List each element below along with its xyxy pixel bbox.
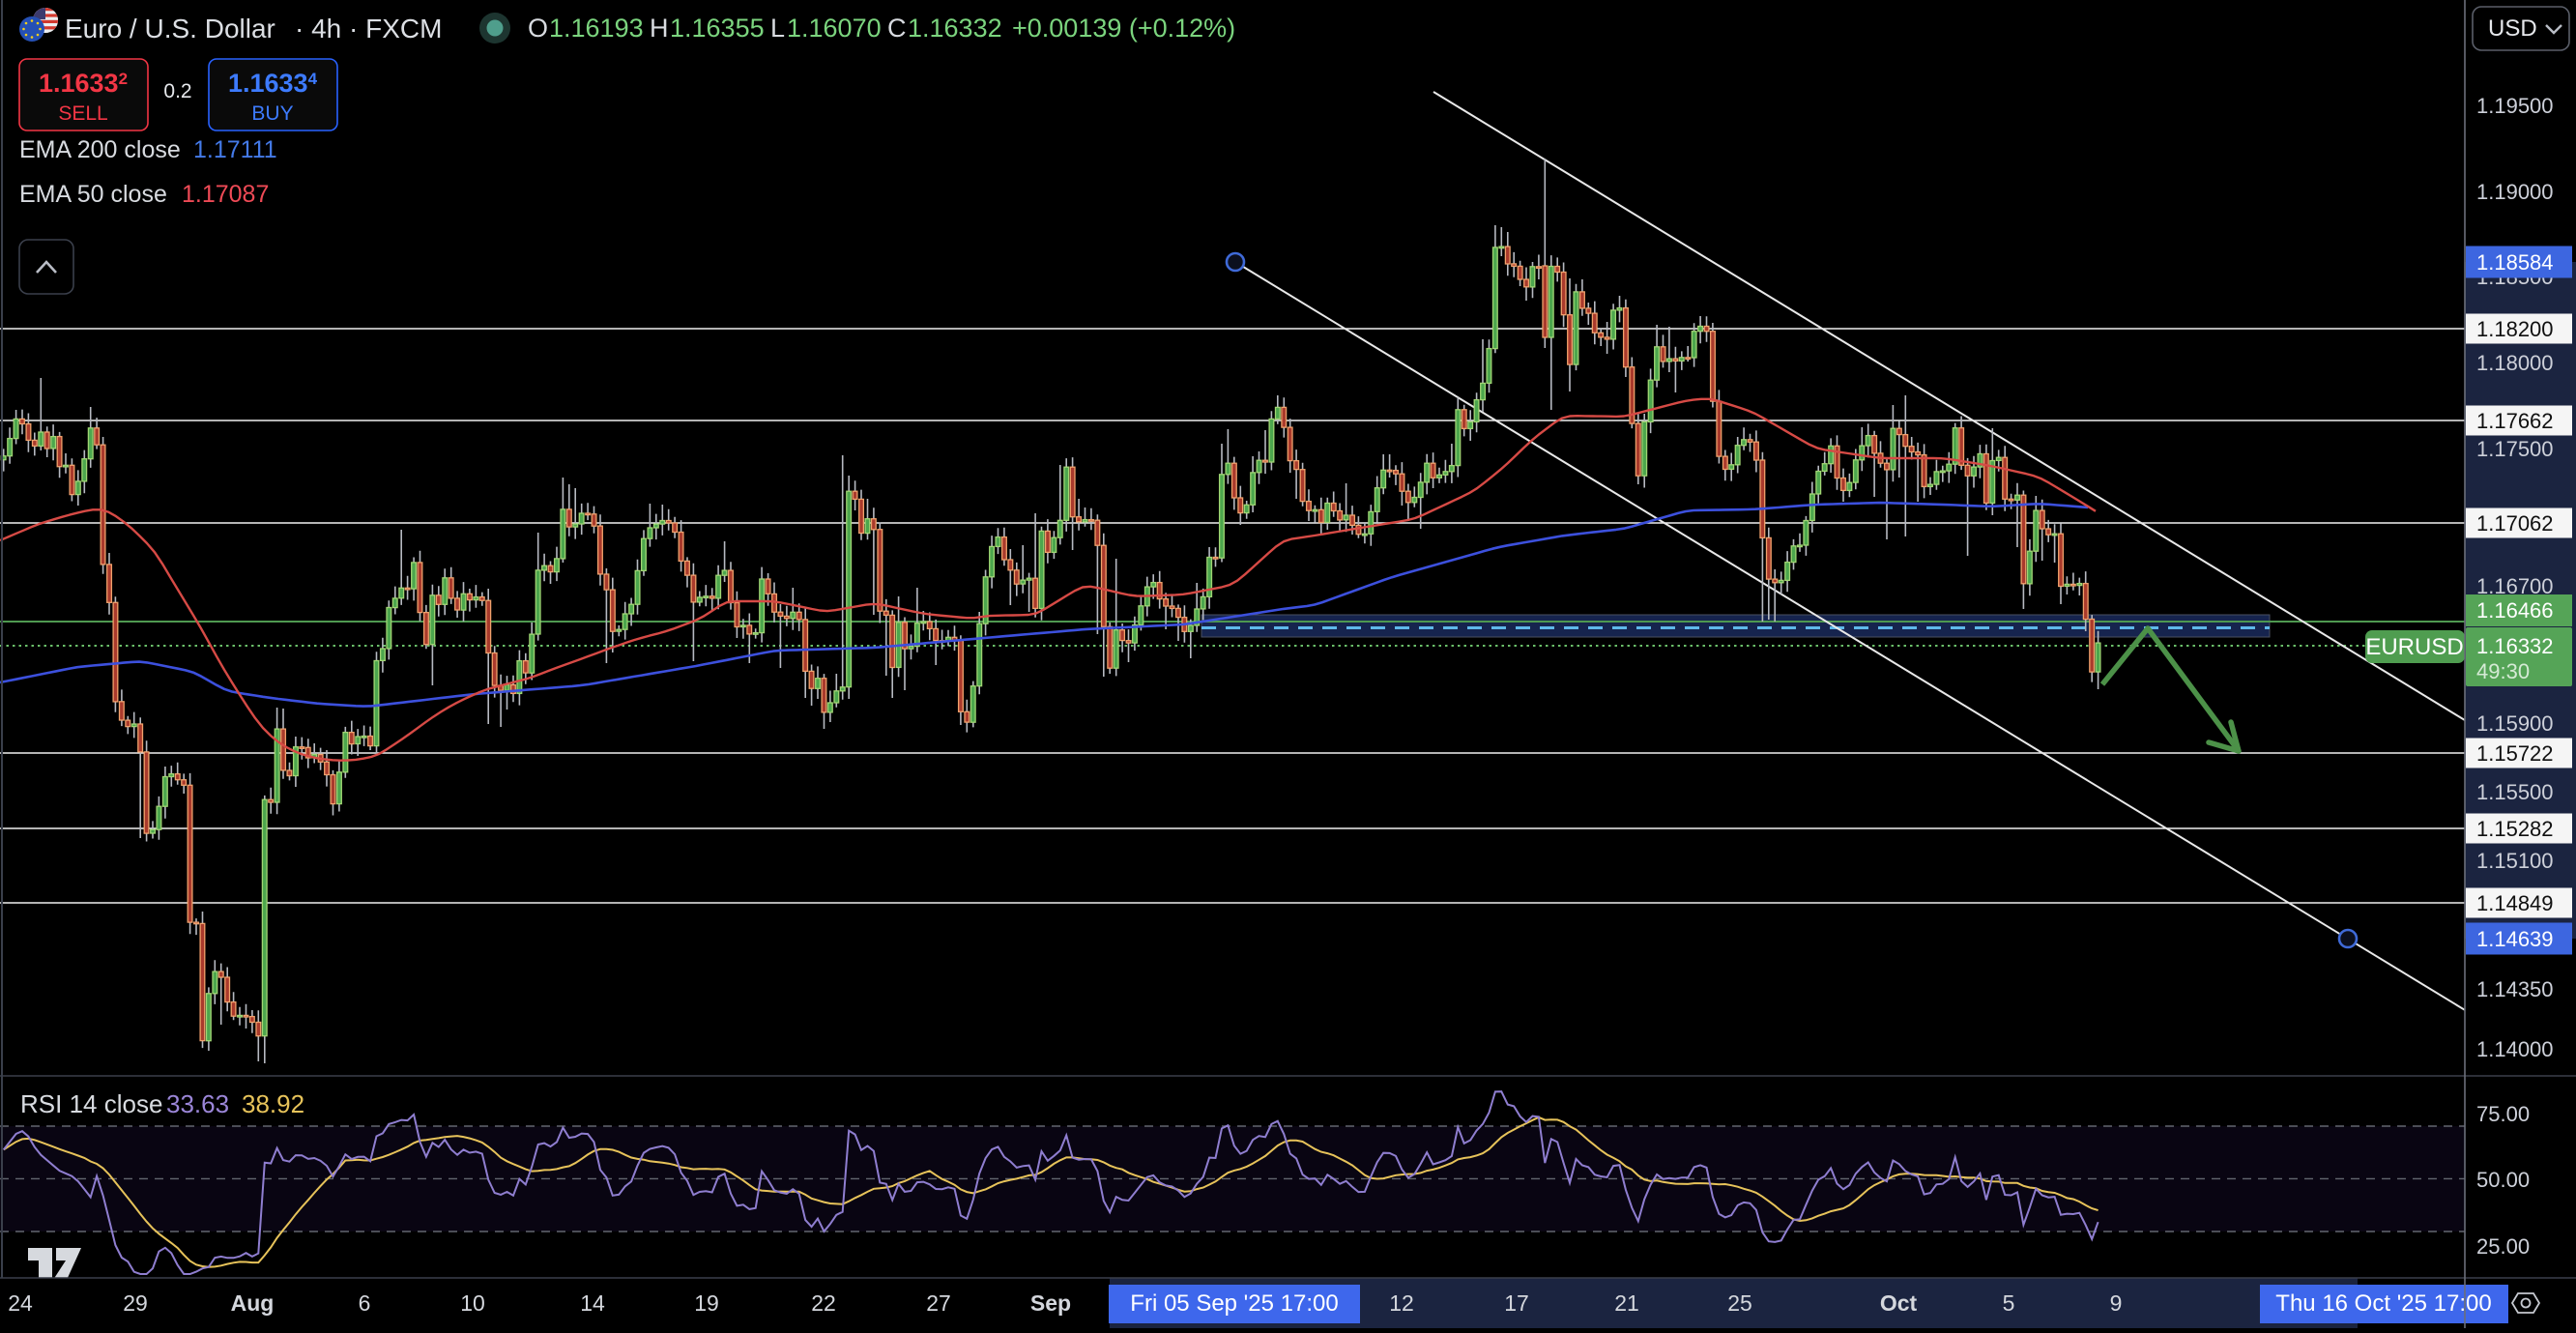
svg-text:SELL: SELL [58, 102, 107, 125]
svg-text:Euro / U.S. Dollar: Euro / U.S. Dollar [65, 14, 275, 43]
svg-text:1.18000: 1.18000 [2476, 351, 2554, 375]
svg-text:1.15900: 1.15900 [2476, 711, 2554, 736]
svg-text:L: L [770, 14, 785, 43]
svg-text:1.18200: 1.18200 [2476, 317, 2554, 341]
svg-text:· 4h · FXCM: · 4h · FXCM [295, 14, 442, 43]
svg-text:12: 12 [1389, 1290, 1414, 1316]
svg-text:1.15100: 1.15100 [2476, 849, 2554, 873]
svg-text:1.19000: 1.19000 [2476, 180, 2554, 204]
svg-text:1.16355: 1.16355 [670, 14, 765, 43]
svg-text:1.15282: 1.15282 [2476, 817, 2554, 841]
svg-text:1.14000: 1.14000 [2476, 1037, 2554, 1061]
svg-text:1.17662: 1.17662 [2476, 409, 2554, 433]
svg-text:Thu 16 Oct '25 17:00: Thu 16 Oct '25 17:00 [2275, 1290, 2491, 1317]
svg-text:75.00: 75.00 [2476, 1102, 2530, 1126]
svg-text:29: 29 [123, 1290, 148, 1316]
svg-text:33.63: 33.63 [166, 1089, 229, 1118]
svg-text:27: 27 [926, 1290, 951, 1316]
svg-text:1.16466: 1.16466 [2476, 598, 2554, 623]
svg-text:0.2: 0.2 [163, 80, 191, 102]
svg-text:1.17500: 1.17500 [2476, 437, 2554, 461]
svg-text:Sep: Sep [1030, 1290, 1071, 1316]
svg-text:1.16700: 1.16700 [2476, 574, 2554, 598]
svg-text:17: 17 [1504, 1290, 1529, 1316]
svg-text:EMA 200 close: EMA 200 close [19, 136, 181, 163]
svg-text:1.16334: 1.16334 [228, 69, 318, 98]
svg-text:1.18584: 1.18584 [2476, 250, 2554, 275]
svg-text:24: 24 [8, 1290, 33, 1316]
svg-text:1.17062: 1.17062 [2476, 511, 2554, 536]
svg-text:1.14849: 1.14849 [2476, 891, 2554, 915]
svg-text:1.16193: 1.16193 [549, 14, 644, 43]
svg-text:10: 10 [460, 1290, 485, 1316]
svg-text:C: C [887, 14, 907, 43]
svg-text:EMA 50 close: EMA 50 close [19, 181, 167, 208]
svg-text:1.16332: 1.16332 [39, 69, 128, 98]
svg-text:1.16070: 1.16070 [787, 14, 882, 43]
svg-text:H: H [650, 14, 669, 43]
svg-text:49:30: 49:30 [2476, 659, 2530, 683]
svg-text:22: 22 [811, 1290, 836, 1316]
svg-text:6: 6 [359, 1290, 371, 1316]
svg-text:RSI 14 close: RSI 14 close [20, 1089, 162, 1118]
svg-text:1.17111: 1.17111 [193, 136, 277, 163]
svg-text:Oct: Oct [1880, 1290, 1918, 1316]
svg-text:1.19500: 1.19500 [2476, 94, 2554, 118]
svg-text:25.00: 25.00 [2476, 1234, 2530, 1259]
svg-text:1.17087: 1.17087 [182, 181, 269, 208]
svg-text:1.14350: 1.14350 [2476, 977, 2554, 1001]
svg-text:+0.00139 (+0.12%): +0.00139 (+0.12%) [1012, 14, 1235, 43]
svg-text:50.00: 50.00 [2476, 1168, 2530, 1192]
svg-text:19: 19 [694, 1290, 719, 1316]
svg-text:1.15722: 1.15722 [2476, 741, 2554, 766]
svg-text:O: O [528, 14, 548, 43]
svg-text:1.16332: 1.16332 [2476, 634, 2554, 658]
svg-text:1.14639: 1.14639 [2476, 927, 2554, 951]
svg-text:1.16332: 1.16332 [908, 14, 1002, 43]
svg-text:Fri 05 Sep '25 17:00: Fri 05 Sep '25 17:00 [1130, 1290, 1338, 1317]
svg-text:21: 21 [1614, 1290, 1639, 1316]
svg-text:25: 25 [1727, 1290, 1752, 1316]
svg-text:14: 14 [580, 1290, 605, 1316]
svg-text:9: 9 [2110, 1290, 2123, 1316]
svg-text:5: 5 [2003, 1290, 2015, 1316]
svg-text:Aug: Aug [231, 1290, 275, 1316]
svg-text:USD: USD [2488, 15, 2537, 42]
svg-text:EURUSD: EURUSD [2365, 634, 2463, 660]
svg-text:BUY: BUY [251, 102, 293, 125]
svg-text:38.92: 38.92 [242, 1089, 304, 1118]
svg-text:1.15500: 1.15500 [2476, 780, 2554, 804]
